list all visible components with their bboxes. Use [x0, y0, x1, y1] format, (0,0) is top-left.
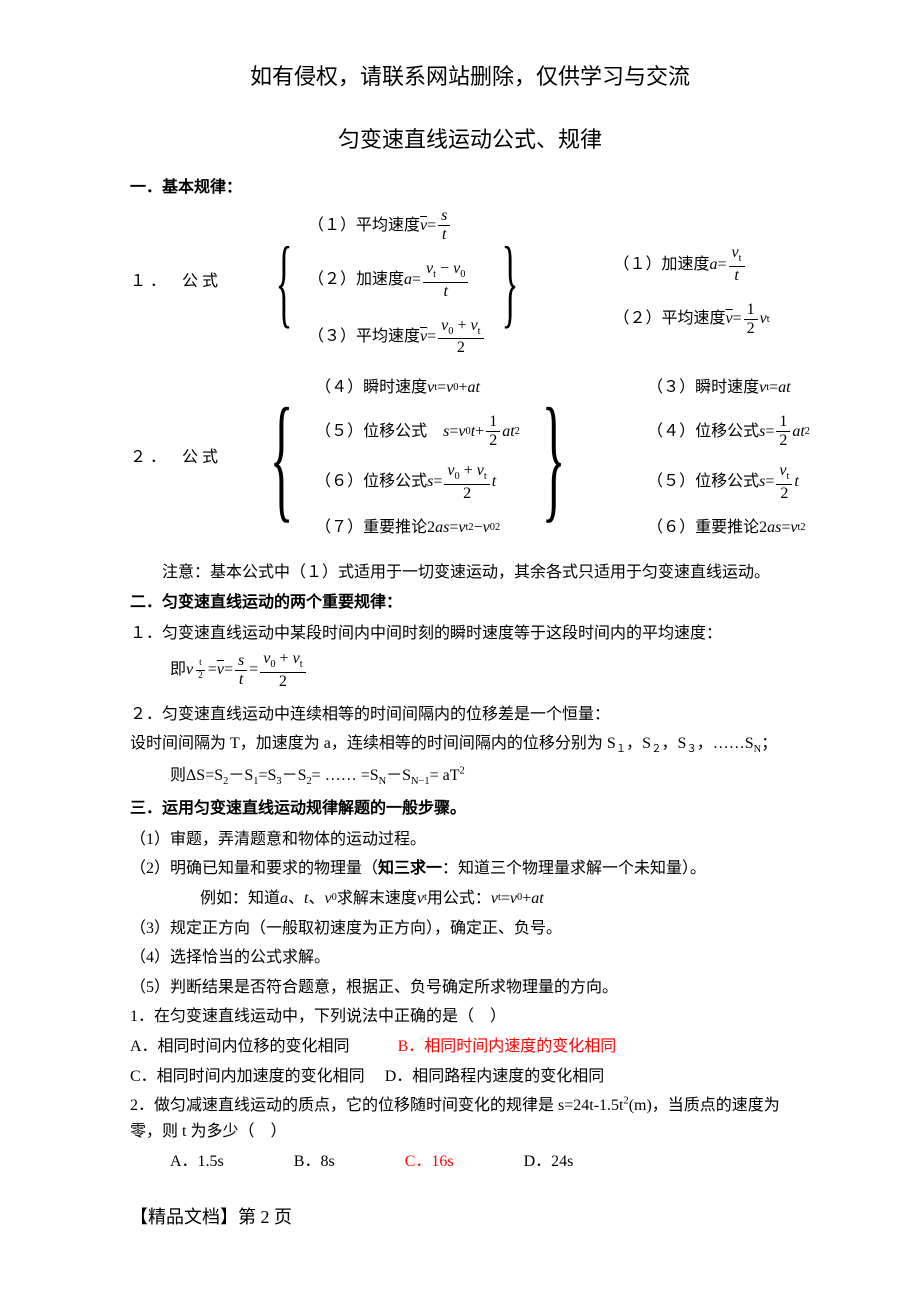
q1-options-row2: C．相同时间内加速度的变化相同 D．相同路程内速度的变化相同	[130, 1064, 810, 1090]
copyright-header: 如有侵权，请联系网站删除，仅供学习与交流	[130, 60, 810, 93]
q1-opt-a: A．相同时间内位移的变化相同	[130, 1038, 350, 1055]
formula-2-4: （４）瞬时速度 vt = v0 + at	[315, 376, 520, 400]
block2-left-items: （４）瞬时速度 vt = v0 + at （５）位移公式 s = v0t + 1…	[315, 376, 520, 540]
block2-right-items: （３）瞬时速度 vt = at （４）位移公式 s = 12 at2 （５）位移…	[647, 376, 810, 540]
rule-1-formula: 即 vt2 = v = st = v0 + vt2	[170, 651, 810, 690]
step-3: （3）规定正方向（一般取初速度为正方向），确定正、负号。	[130, 916, 810, 942]
formula-1-2: （２）加速度 a = vt − v0t	[308, 261, 486, 300]
q2-opt-a: A．1.5s	[170, 1150, 224, 1174]
block1-label: １． 公式	[130, 270, 260, 294]
formula-2-6: （６）位移公式 s = v0 + vt2 t	[315, 463, 520, 502]
rule-1: １．匀变速直线运动中某段时间内中间时刻的瞬时速度等于这段时间内的平均速度：	[130, 621, 810, 647]
formula-2-7: （７）重要推论 2as = vt2 − v02	[315, 516, 520, 540]
step-1: （1）审题，弄清题意和物体的运动过程。	[130, 827, 810, 853]
doc-title: 匀变速直线运动公式、规律	[130, 123, 810, 156]
q1-opt-d: D．相同路程内速度的变化相同	[385, 1068, 605, 1085]
question-2: 2．做匀减速直线运动的质点，它的位移随时间变化的规律是 s=24t-1.5t2(…	[130, 1093, 810, 1144]
block1-left-items: （１）平均速度 v = st （２）加速度 a = vt − v0t （３）平均…	[308, 208, 486, 356]
formula-1r-1: （１）加速度 a = vtt	[614, 245, 770, 284]
q2-opt-d: D．24s	[524, 1150, 574, 1174]
q2-opt-b: B．8s	[294, 1150, 335, 1174]
formula-1r-2: （２）平均速度 v = 12 vt	[614, 302, 770, 337]
block2-label: ２． 公式	[130, 446, 248, 470]
step-2: （2）明确已知量和要求的物理量（知三求一：知道三个物理量求解一个未知量）。	[130, 856, 810, 882]
section-3-head: 三．运用匀变速直线运动规律解题的一般步骤。	[130, 797, 810, 821]
section-2-head: 二．匀变速直线运动的两个重要规律：	[130, 591, 810, 615]
rule-2-line2: 则ΔS=S2－S1=S3－S2= …… =SN－SN−1= aT2	[170, 763, 810, 791]
formula-2r-6: （６）重要推论 2as = vt2	[647, 516, 810, 540]
formula-1-1: （１）平均速度 v = st	[308, 208, 486, 243]
left-brace-icon: {	[276, 252, 293, 312]
document-page: 如有侵权，请联系网站删除，仅供学习与交流 匀变速直线运动公式、规律 一．基本规律…	[0, 0, 920, 1271]
step-5: （5）判断结果是否符合题意，根据正、负号确定所求物理量的方向。	[130, 975, 810, 1001]
q2-opt-c: C．16s	[405, 1150, 454, 1174]
page-footer: 【精品文档】第 2 页	[130, 1204, 810, 1231]
formula-2r-4: （４）位移公式 s = 12 at2	[647, 414, 810, 449]
q1-options-row1: A．相同时间内位移的变化相同 B．相同时间内速度的变化相同	[130, 1034, 810, 1060]
note-1: 注意：基本公式中（１）式适用于一切变速运动，其余各式只适用于匀变速直线运动。	[130, 560, 810, 586]
right-brace-icon: }	[542, 416, 566, 500]
formula-block-1: １． 公式 { （１）平均速度 v = st （２）加速度 a = vt − v…	[130, 208, 810, 356]
step-4: （4）选择恰当的公式求解。	[130, 945, 810, 971]
q1-opt-b: B．相同时间内速度的变化相同	[398, 1038, 617, 1055]
formula-block-2: ２． 公式 { （４）瞬时速度 vt = v0 + at （５）位移公式 s =…	[130, 376, 810, 540]
q2-options: A．1.5s B．8s C．16s D．24s	[170, 1150, 810, 1174]
rule-2: ２．匀变速直线运动中连续相等的时间间隔内的位移差是一个恒量：	[130, 702, 810, 728]
formula-2r-3: （３）瞬时速度 vt = at	[647, 376, 810, 400]
rule-2-line1: 设时间间隔为 T，加速度为 a，连续相等的时间间隔内的位移分别为 S１，S２，S…	[130, 731, 810, 759]
block1-right-items: （１）加速度 a = vtt （２）平均速度 v = 12 vt	[614, 227, 770, 337]
q1-opt-c: C．相同时间内加速度的变化相同	[130, 1068, 365, 1085]
example-line: 例如：知道 a 、 t 、 v0 求解末速度 vt 用公式： vt = v0 +…	[200, 886, 810, 912]
formula-1-3: （３）平均速度 v = v0 + vt2	[308, 318, 486, 357]
section-1-head: 一．基本规律：	[130, 176, 810, 200]
formula-2-5: （５）位移公式 s = v0t + 12 at2	[315, 414, 520, 449]
left-brace-icon: {	[270, 416, 294, 500]
right-brace-icon: }	[501, 252, 518, 312]
formula-2r-5: （５）位移公式 s = vt2 t	[647, 463, 810, 502]
question-1: 1．在匀变速直线运动中，下列说法中正确的是（ ）	[130, 1004, 810, 1030]
